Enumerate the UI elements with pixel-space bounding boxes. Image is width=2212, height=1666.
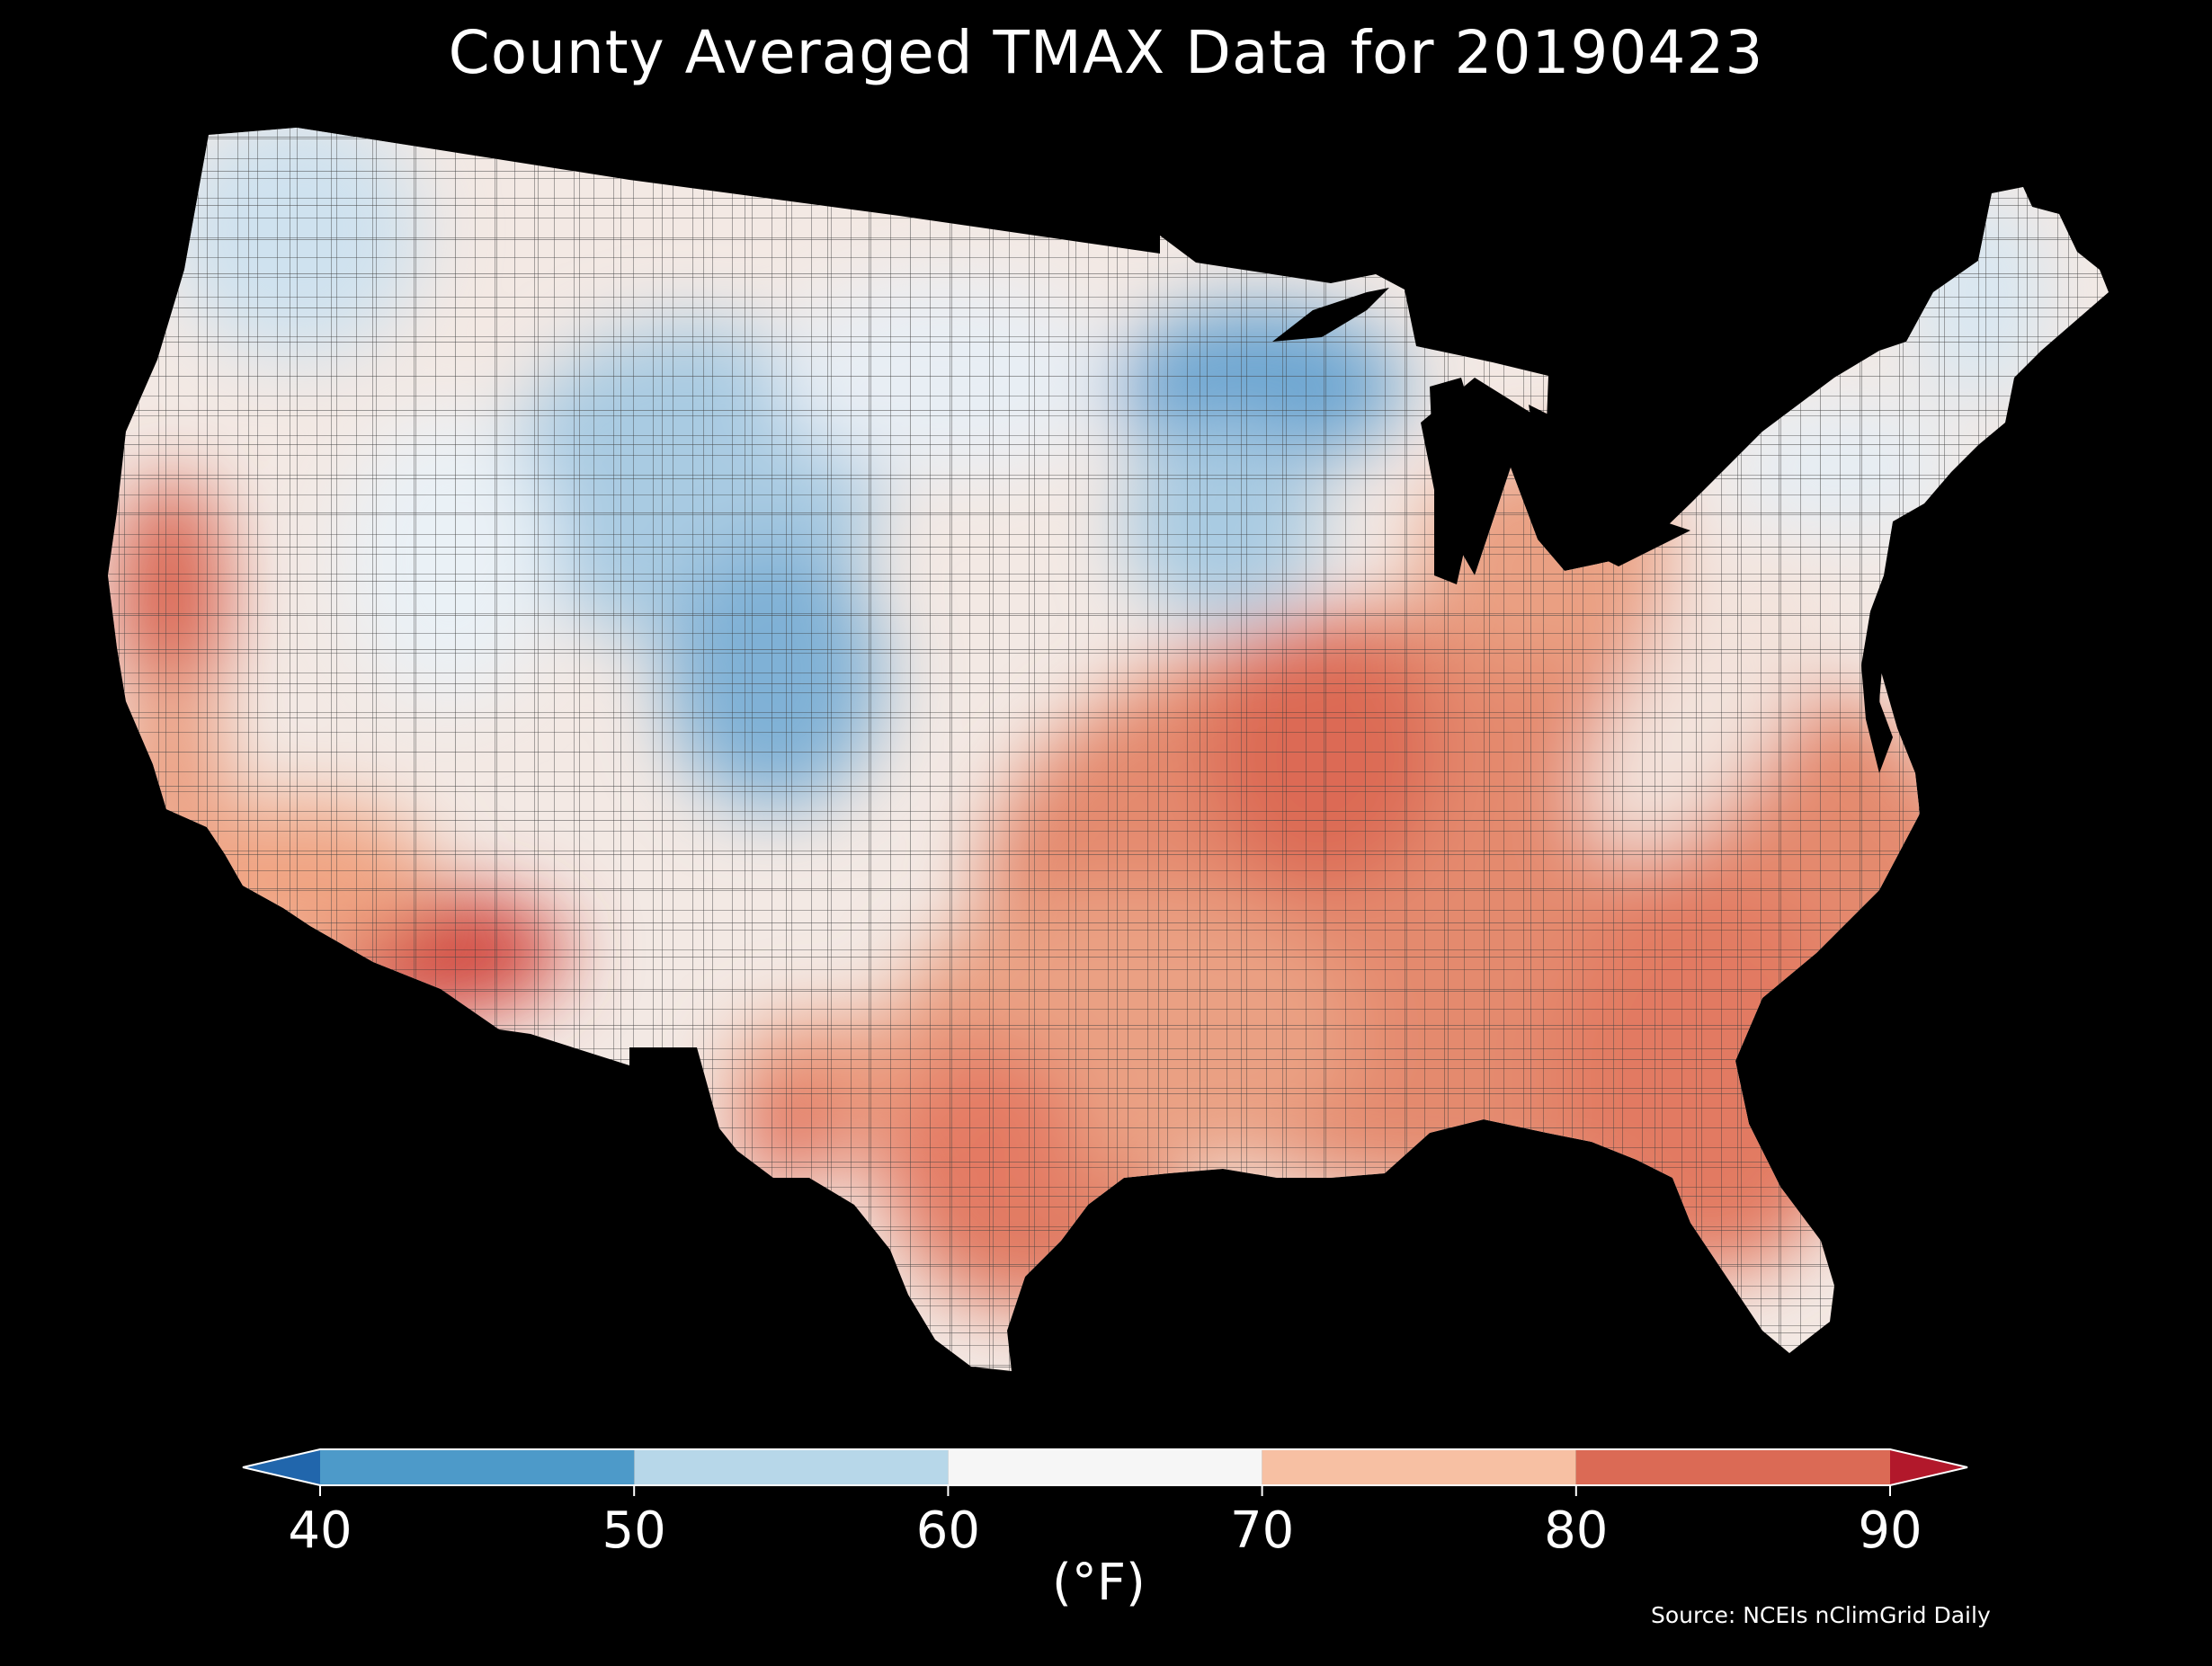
lake-erie <box>1583 521 1690 566</box>
colorbar-bin-60-70 <box>948 1449 1262 1485</box>
lake-michigan <box>1430 378 1475 584</box>
colorbar-unit-label: (°F) <box>1052 1554 1146 1612</box>
lake-huron <box>1529 405 1583 503</box>
chesapeake-bay <box>1861 611 1893 773</box>
colorbar-tick-label: 40 <box>288 1501 352 1560</box>
colorbar-tick-label: 80 <box>1544 1501 1609 1560</box>
colorbar-tick-label: 60 <box>915 1501 981 1560</box>
source-credit: Source: NCEIs nClimGrid Daily <box>1651 1602 1991 1628</box>
colorbar-tick-label: 50 <box>602 1501 666 1560</box>
colorbar-tick-label: 90 <box>1858 1501 1922 1560</box>
colorbar-bin-80-90 <box>1575 1449 1890 1485</box>
colorbar-bin-70-80 <box>1262 1449 1576 1485</box>
colorbar-extend-high <box>1890 1449 1967 1485</box>
colorbar-extend-low <box>243 1449 320 1485</box>
chart-title: County Averaged TMAX Data for 20190423 <box>448 18 1764 87</box>
colorbar-bin-50-60 <box>634 1449 949 1485</box>
colorbar-tick-label: 70 <box>1229 1501 1295 1560</box>
lake-superior <box>1272 288 1389 342</box>
colorbar-bin-40-50 <box>320 1449 635 1485</box>
